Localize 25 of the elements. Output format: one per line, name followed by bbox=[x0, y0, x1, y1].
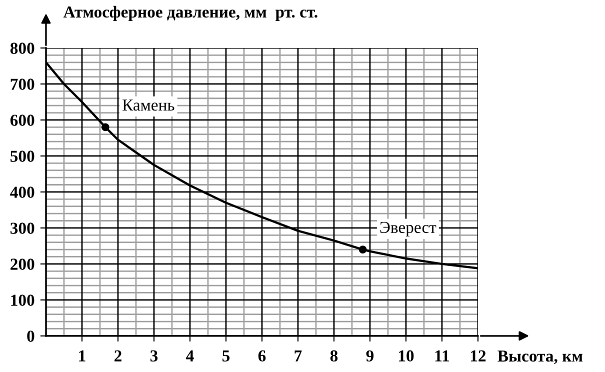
annotation: Камень bbox=[122, 100, 174, 111]
y-tick-label: 100 bbox=[11, 294, 34, 306]
y-tick-label: 300 bbox=[10, 222, 34, 234]
y-tick-label: 200 bbox=[10, 258, 34, 270]
x-tick-label: 11 bbox=[435, 350, 449, 362]
y-axis-title: Атмосферное давление, мм рт. ст. bbox=[63, 6, 318, 21]
x-tick-label: 2 bbox=[114, 350, 122, 362]
annotation: Эверест bbox=[380, 222, 436, 236]
x-tick-label: 4 bbox=[186, 350, 194, 362]
x-tick-label: 5 bbox=[222, 350, 230, 362]
x-tick-label: 12 bbox=[470, 350, 486, 362]
x-tick-label: 1 bbox=[79, 350, 86, 362]
y-tick-label: 400 bbox=[10, 186, 34, 198]
x-tick-label: 6 bbox=[258, 350, 266, 362]
y-tick-label: 800 bbox=[10, 42, 34, 54]
x-axis-title: Высота, км bbox=[498, 350, 583, 364]
x-tick-label: 8 bbox=[330, 350, 338, 362]
y-tick-label: 600 bbox=[10, 114, 34, 126]
x-tick-label: 7 bbox=[294, 350, 302, 362]
x-tick-label: 9 bbox=[366, 350, 374, 362]
y-tick-label: 700 bbox=[10, 78, 34, 90]
y-tick-label: 500 bbox=[10, 150, 34, 162]
x-tick-label: 10 bbox=[398, 350, 414, 362]
x-tick-label: 3 bbox=[150, 350, 158, 362]
y-tick-label: 0 bbox=[27, 330, 34, 342]
